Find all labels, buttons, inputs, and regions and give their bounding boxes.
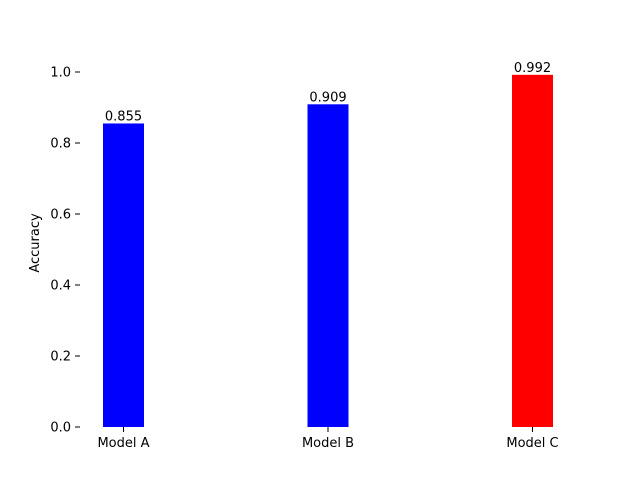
x-axis-ticks: Model A Model B Model C xyxy=(97,427,559,451)
x-tick-label: Model B xyxy=(302,436,354,451)
bar-model-b xyxy=(307,104,349,428)
bar-value-label: 0.992 xyxy=(514,61,551,76)
bar-model-a xyxy=(103,123,144,427)
y-tick-label: 0.0 xyxy=(50,421,71,436)
y-tick-label: 1.0 xyxy=(50,66,71,81)
y-tick-label: 0.2 xyxy=(50,350,71,365)
y-axis: 0.0 0.2 0.4 0.6 0.8 1.0 xyxy=(50,66,80,436)
bar-value-label: 0.909 xyxy=(309,90,346,105)
y-tick-label: 0.4 xyxy=(50,279,71,294)
bars: 0.855 0.909 0.992 xyxy=(103,61,553,428)
x-tick-label: Model C xyxy=(506,436,558,451)
bar-value-label: 0.855 xyxy=(105,109,142,124)
y-tick-label: 0.8 xyxy=(50,137,71,152)
y-tick-label: 0.6 xyxy=(50,208,71,223)
y-axis-label: Accuracy xyxy=(28,213,43,273)
bar-model-c xyxy=(512,74,553,427)
x-tick-label: Model A xyxy=(97,436,149,451)
